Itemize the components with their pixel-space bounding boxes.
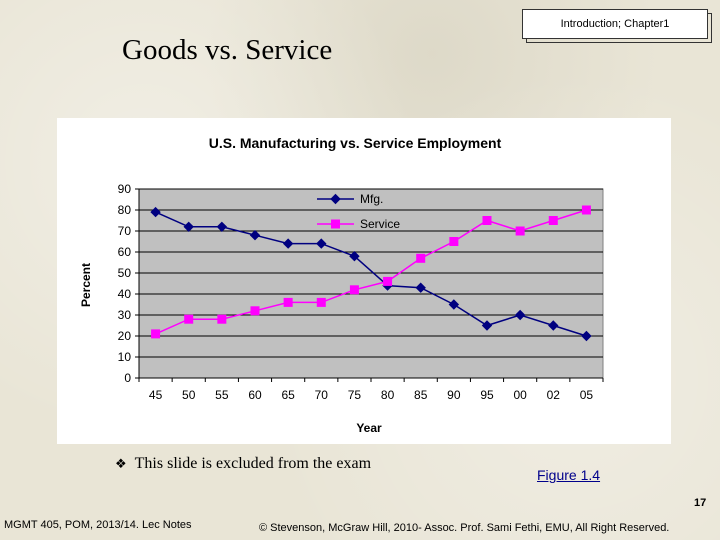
legend-marker-mfg — [330, 193, 341, 205]
employment-line-chart: U.S. Manufacturing vs. Service Employmen… — [79, 135, 604, 435]
data-point-mfg — [581, 330, 592, 342]
data-point-mfg — [349, 250, 360, 262]
y-tick-label: 70 — [118, 224, 132, 238]
chapter-label: Introduction; Chapter1 — [522, 9, 712, 43]
data-point-mfg — [249, 229, 261, 241]
chart-panel: U.S. Manufacturing vs. Service Employmen… — [57, 118, 671, 444]
x-tick-label: 80 — [381, 388, 395, 402]
data-point-mfg — [514, 309, 526, 321]
data-point-service — [349, 285, 359, 295]
x-tick-label: 55 — [215, 388, 229, 402]
x-tick-label: 50 — [182, 388, 196, 402]
footer-copyright: © Stevenson, McGraw Hill, 2010- Assoc. P… — [259, 522, 670, 534]
x-tick-label: 65 — [281, 388, 295, 402]
y-tick-label: 30 — [118, 308, 132, 322]
y-tick-label: 50 — [118, 266, 132, 280]
data-point-mfg — [282, 238, 294, 249]
y-tick-label: 20 — [118, 329, 132, 343]
data-point-service — [383, 276, 393, 286]
exam-note-text: This slide is excluded from the exam — [134, 455, 372, 472]
slide-title: Goods vs. Service — [122, 34, 333, 66]
y-tick-label: 90 — [118, 182, 132, 196]
x-tick-label: 00 — [513, 388, 527, 402]
data-point-mfg — [481, 320, 493, 331]
series-line-service — [155, 209, 587, 335]
bullet-diamond-icon: ❖ — [115, 457, 127, 472]
data-point-service — [151, 329, 161, 339]
x-axis-label: Year — [356, 421, 382, 435]
y-tick-label: 80 — [118, 203, 132, 217]
data-point-service — [184, 314, 194, 324]
data-point-service — [217, 314, 227, 324]
footer-course: MGMT 405, POM, 2013/14. Lec Notes — [4, 519, 192, 531]
y-tick-label: 40 — [118, 287, 132, 301]
page-number: 17 — [694, 497, 707, 509]
data-point-service — [283, 297, 293, 307]
data-point-mfg — [150, 206, 161, 218]
x-tick-label: 02 — [547, 388, 561, 402]
x-tick-label: 45 — [149, 388, 163, 402]
data-point-mfg — [216, 221, 228, 233]
chart-title: U.S. Manufacturing vs. Service Employmen… — [209, 135, 502, 151]
data-point-service — [250, 306, 260, 316]
x-tick-label: 95 — [480, 388, 494, 402]
data-point-service — [416, 253, 426, 263]
data-point-mfg — [316, 238, 327, 249]
data-point-mfg — [548, 320, 559, 331]
legend-label-service: Service — [360, 217, 400, 231]
data-point-service — [482, 216, 492, 225]
y-tick-label: 10 — [118, 350, 132, 364]
data-point-mfg — [183, 221, 194, 233]
y-tick-label: 0 — [124, 371, 131, 385]
x-tick-label: 70 — [315, 388, 329, 402]
figure-label[interactable]: Figure 1.4 — [537, 467, 601, 483]
x-tick-label: 05 — [580, 388, 594, 402]
y-axis-label: Percent — [79, 263, 93, 307]
data-point-mfg — [448, 299, 460, 310]
legend-label-mfg: Mfg. — [360, 192, 383, 206]
x-tick-label: 85 — [414, 388, 428, 402]
exam-note: ❖ This slide is excluded from the exam — [115, 455, 371, 473]
legend-marker-service — [331, 219, 340, 229]
plot-area — [138, 188, 604, 379]
data-point-service — [581, 205, 591, 215]
data-point-service — [449, 237, 459, 246]
data-point-service — [548, 216, 558, 225]
y-tick-label: 60 — [118, 245, 132, 259]
data-point-service — [515, 226, 525, 236]
series-line-mfg — [155, 211, 587, 337]
data-point-service — [316, 297, 326, 307]
x-tick-label: 75 — [348, 388, 362, 402]
x-tick-label: 90 — [447, 388, 461, 402]
data-point-mfg — [415, 282, 426, 293]
x-tick-label: 60 — [248, 388, 262, 402]
